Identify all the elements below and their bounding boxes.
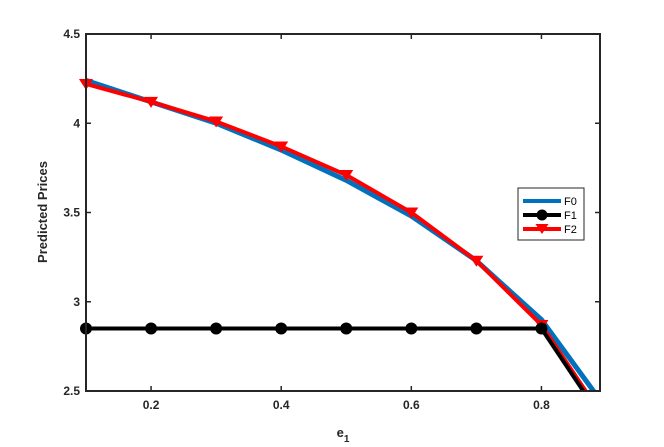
y-axis-label: Predicted Prices — [35, 161, 50, 263]
tick-layer: 0.2 0.4 0.6 0.8 2.5 3 3.5 4 4.5 — [63, 27, 600, 412]
legend-entry-f0: F0 — [523, 196, 577, 208]
data-point-f1-6 — [405, 322, 418, 335]
legend-label-f2: F2 — [564, 224, 577, 236]
legend-marker-f1 — [536, 209, 548, 221]
x-axis-label-subscript: 1 — [344, 434, 350, 445]
data-point-f2-3 — [209, 116, 224, 128]
data-point-f1-5 — [340, 322, 353, 335]
marker-layer — [79, 78, 549, 335]
data-point-f2-2 — [144, 96, 159, 108]
x-axis-label: e1 — [337, 425, 350, 445]
y-tick-label: 3.5 — [63, 206, 80, 220]
data-point-f1-2 — [145, 322, 158, 335]
y-tick-label: 3 — [73, 295, 80, 309]
legend-label-f0: F0 — [564, 196, 577, 208]
data-point-f2-7 — [469, 255, 484, 267]
x-tick-label: 0.2 — [143, 398, 160, 412]
legend-entry-f2: F2 — [523, 224, 577, 236]
y-tick-label: 2.5 — [63, 384, 80, 398]
data-point-f1-4 — [275, 322, 288, 335]
legend-entry-f1: F1 — [523, 209, 577, 222]
legend-marker-f2 — [535, 224, 549, 234]
legend: F0 F1 F2 — [517, 187, 585, 241]
data-point-f2-5 — [339, 170, 354, 182]
x-tick-label: 0.8 — [533, 398, 550, 412]
y-tick-label: 4 — [73, 116, 80, 130]
data-point-f2-4 — [274, 141, 289, 153]
x-tick-label: 0.6 — [403, 398, 420, 412]
data-point-f2-6 — [404, 207, 419, 219]
data-point-f1-7 — [470, 322, 483, 335]
x-axis-label-main: e — [337, 425, 344, 440]
data-point-f1-3 — [210, 322, 223, 335]
y-tick-label: 4.5 — [63, 27, 80, 41]
x-tick-label: 0.4 — [273, 398, 290, 412]
data-point-f1-8 — [535, 322, 548, 335]
legend-label-f1: F1 — [564, 210, 577, 222]
